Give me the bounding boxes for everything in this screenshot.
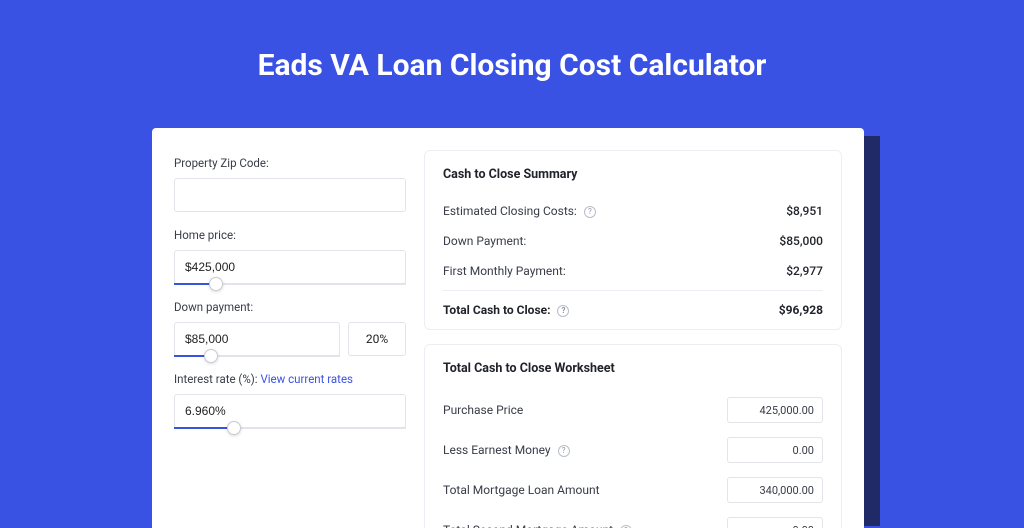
home-price-field-group: Home price: [174, 228, 406, 284]
down-payment-pct[interactable]: 20% [348, 322, 406, 356]
ws-row-label: Total Mortgage Loan Amount [443, 483, 600, 497]
ws-row-label: Purchase Price [443, 403, 523, 417]
summary-row-label: Down Payment: [443, 234, 526, 248]
help-icon[interactable]: ? [584, 206, 596, 218]
view-rates-link[interactable]: View current rates [260, 372, 353, 386]
ws-row-value[interactable]: 425,000.00 [727, 397, 823, 423]
summary-title: Cash to Close Summary [443, 167, 823, 182]
zip-label: Property Zip Code: [174, 156, 406, 170]
ws-row-value[interactable]: 340,000.00 [727, 477, 823, 503]
ws-row-value[interactable]: 0.00 [727, 517, 823, 528]
summary-row-down-payment: Down Payment: $85,000 [443, 226, 823, 256]
interest-slider[interactable] [174, 394, 406, 428]
down-payment-field-group: Down payment: 20% [174, 300, 406, 356]
ws-row-earnest-money: Less Earnest Money ? 0.00 [443, 430, 823, 470]
calculator-card: Property Zip Code: Home price: Down paym… [152, 128, 864, 528]
summary-panel: Cash to Close Summary Estimated Closing … [424, 150, 842, 330]
home-price-input[interactable] [174, 250, 406, 284]
interest-input[interactable] [174, 394, 406, 428]
summary-row-value: $2,977 [786, 264, 823, 278]
summary-row-value: $85,000 [779, 234, 823, 248]
home-price-slider[interactable] [174, 250, 406, 284]
down-payment-input[interactable] [174, 322, 340, 356]
interest-label-text: Interest rate (%): [174, 372, 258, 386]
summary-row-total: Total Cash to Close: ? $96,928 [443, 290, 823, 325]
summary-row-first-payment: First Monthly Payment: $2,977 [443, 256, 823, 286]
home-price-label: Home price: [174, 228, 406, 242]
interest-label: Interest rate (%): View current rates [174, 372, 406, 386]
slider-thumb[interactable] [209, 277, 223, 291]
zip-input[interactable] [174, 178, 406, 212]
ws-row-second-mortgage: Total Second Mortgage Amount ? 0.00 [443, 510, 823, 528]
down-payment-label: Down payment: [174, 300, 406, 314]
worksheet-panel: Total Cash to Close Worksheet Purchase P… [424, 344, 842, 528]
help-icon[interactable]: ? [558, 445, 570, 457]
zip-field-group: Property Zip Code: [174, 156, 406, 212]
slider-thumb[interactable] [227, 421, 241, 435]
summary-total-label: Total Cash to Close: [443, 303, 550, 317]
summary-row-label: Estimated Closing Costs: [443, 204, 577, 218]
slider-thumb[interactable] [204, 349, 218, 363]
inputs-column: Property Zip Code: Home price: Down paym… [174, 150, 406, 528]
slider-fill [174, 427, 234, 429]
ws-row-label: Total Second Mortgage Amount [443, 523, 613, 528]
down-payment-slider[interactable] [174, 322, 340, 356]
summary-row-label: First Monthly Payment: [443, 264, 566, 278]
summary-row-value: $8,951 [786, 204, 823, 218]
ws-row-value[interactable]: 0.00 [727, 437, 823, 463]
summary-total-value: $96,928 [779, 303, 823, 317]
worksheet-title: Total Cash to Close Worksheet [443, 361, 823, 376]
ws-row-label: Less Earnest Money [443, 443, 551, 457]
help-icon[interactable]: ? [557, 305, 569, 317]
ws-row-mortgage-amount: Total Mortgage Loan Amount 340,000.00 [443, 470, 823, 510]
interest-field-group: Interest rate (%): View current rates [174, 372, 406, 428]
page-title: Eads VA Loan Closing Cost Calculator [0, 0, 1024, 111]
summary-row-closing-costs: Estimated Closing Costs: ? $8,951 [443, 196, 823, 226]
results-column: Cash to Close Summary Estimated Closing … [424, 150, 842, 528]
ws-row-purchase-price: Purchase Price 425,000.00 [443, 390, 823, 430]
